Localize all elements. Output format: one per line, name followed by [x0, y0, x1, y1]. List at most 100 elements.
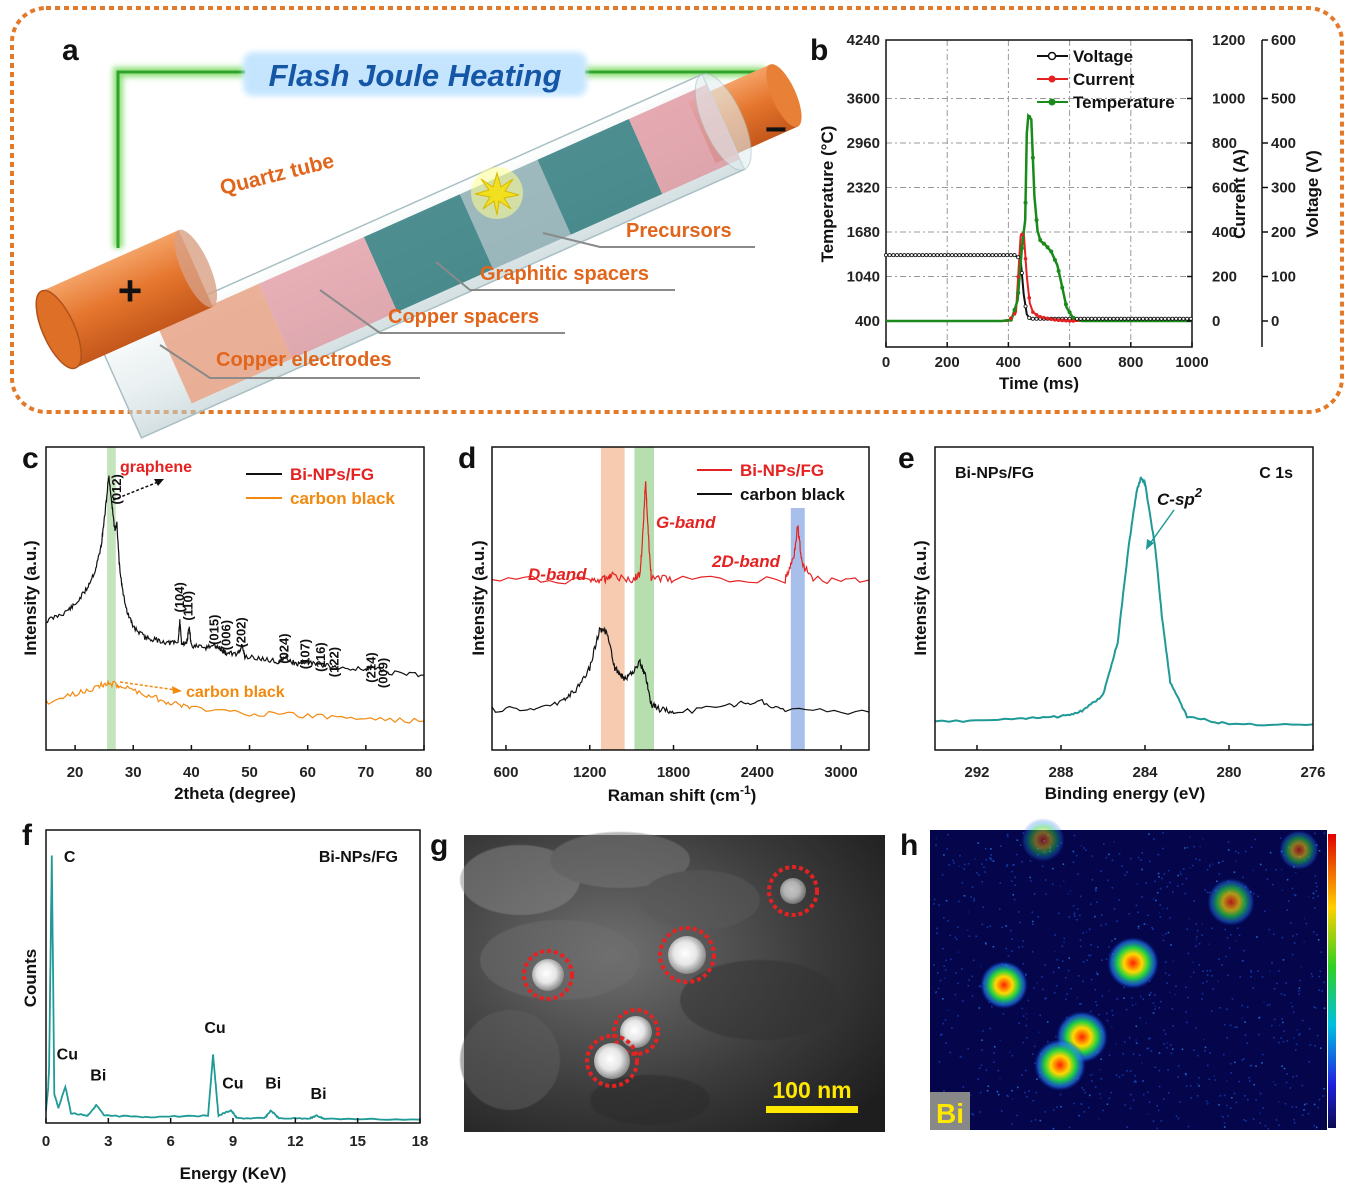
- noise-pixel: [1292, 1075, 1294, 1078]
- noise-pixel: [1162, 939, 1165, 942]
- noise-pixel: [1241, 1059, 1244, 1061]
- nanoparticle-group: [522, 865, 819, 1088]
- noise-pixel: [1289, 1087, 1292, 1089]
- noise-pixel: [1193, 900, 1195, 902]
- noise-pixel: [1034, 1119, 1037, 1121]
- noise-pixel: [1276, 982, 1278, 985]
- noise-pixel: [1134, 1074, 1136, 1077]
- panel-d-ticks: 600 1200 1800 2400 3000: [493, 745, 858, 781]
- noise-pixel: [1185, 1011, 1187, 1013]
- noise-pixel: [943, 1090, 945, 1092]
- noise-pixel: [1186, 846, 1188, 849]
- x-tick-label: 800: [1118, 354, 1143, 371]
- x-tick-label: 50: [241, 764, 258, 781]
- noise-pixel: [1224, 1126, 1226, 1128]
- noise-pixel: [1227, 849, 1230, 851]
- noise-pixel: [1252, 892, 1255, 895]
- noise-pixel: [1248, 1080, 1251, 1082]
- voltage-marker: [968, 253, 973, 258]
- noise-pixel: [1259, 1122, 1262, 1124]
- noise-pixel: [1073, 834, 1076, 837]
- noise-pixel: [1035, 1091, 1038, 1094]
- noise-pixel: [993, 1052, 995, 1054]
- voltage-marker: [972, 253, 977, 258]
- noise-pixel: [1161, 934, 1164, 936]
- eds-peak-label: Bi: [90, 1068, 106, 1085]
- noise-pixel: [958, 900, 960, 903]
- noise-pixel: [981, 881, 983, 883]
- noise-pixel: [1030, 1120, 1033, 1122]
- noise-pixel: [990, 859, 993, 861]
- noise-pixel: [1005, 947, 1008, 950]
- noise-pixel: [967, 984, 970, 987]
- noise-pixel: [993, 1061, 995, 1063]
- flash-joule-heating-title: Flash Joule Heating: [269, 58, 562, 93]
- noise-pixel: [1282, 1021, 1284, 1024]
- noise-pixel: [939, 1034, 942, 1036]
- noise-pixel: [1254, 838, 1256, 841]
- noise-pixel: [1073, 915, 1076, 917]
- noise-pixel: [933, 903, 935, 905]
- noise-pixel: [1245, 1120, 1247, 1122]
- x-tick-label: 40: [183, 764, 200, 781]
- noise-pixel: [949, 934, 952, 937]
- noise-pixel: [1082, 932, 1085, 934]
- noise-pixel: [1037, 916, 1040, 918]
- x-tick-label: 1000: [1175, 354, 1208, 371]
- y-tick-label-voltage: 100: [1271, 269, 1296, 286]
- y-tick-label-voltage: 200: [1271, 224, 1296, 241]
- noise-pixel: [1166, 885, 1169, 888]
- noise-pixel: [1070, 987, 1072, 990]
- panel-f-ylabel: Counts: [21, 949, 40, 1008]
- noise-pixel: [957, 1015, 959, 1017]
- noise-pixel: [1189, 867, 1191, 869]
- noise-pixel: [1096, 901, 1098, 903]
- noise-pixel: [1135, 1025, 1138, 1028]
- noise-pixel: [1292, 1011, 1295, 1014]
- noise-pixel: [979, 1091, 982, 1094]
- temperature-marker: [1027, 114, 1032, 119]
- panel-c-legend: Bi-NPs/FG carbon black: [246, 465, 395, 508]
- panel-b-series: [884, 112, 1193, 323]
- voltage-marker: [1104, 316, 1109, 321]
- noise-pixel: [1294, 1049, 1297, 1051]
- noise-pixel: [935, 844, 937, 846]
- noise-pixel: [1011, 1098, 1014, 1100]
- noise-pixel: [1147, 1047, 1150, 1050]
- noise-pixel: [1199, 845, 1202, 848]
- noise-pixel: [1223, 1023, 1226, 1026]
- noise-pixel: [1100, 1058, 1102, 1060]
- noise-pixel: [1163, 873, 1166, 875]
- noise-pixel: [1041, 976, 1043, 978]
- noise-pixel: [1025, 1024, 1028, 1027]
- noise-pixel: [1318, 1098, 1321, 1101]
- noise-pixel: [951, 1027, 953, 1029]
- copper-electrodes-label: Copper electrodes: [216, 349, 392, 371]
- noise-pixel: [1058, 966, 1060, 969]
- noise-pixel: [1180, 873, 1182, 875]
- noise-pixel: [1025, 973, 1027, 976]
- noise-pixel: [1278, 970, 1280, 972]
- noise-pixel: [1211, 975, 1213, 977]
- noise-pixel: [1230, 1072, 1233, 1074]
- voltage-marker: [1155, 316, 1160, 321]
- panel-c-ylabel: Intensity (a.u.): [21, 540, 40, 655]
- noise-pixel: [1091, 1080, 1093, 1082]
- noise-pixel: [1250, 971, 1253, 973]
- noise-pixel: [1201, 934, 1203, 936]
- noise-pixel: [981, 923, 984, 926]
- voltage-marker: [1122, 316, 1127, 321]
- noise-pixel: [1062, 863, 1065, 865]
- noise-pixel: [1076, 908, 1079, 910]
- noise-pixel: [1319, 1047, 1322, 1049]
- noise-pixel: [1168, 974, 1170, 977]
- panel-a: a Flash Joule Heating: [10, 6, 1344, 439]
- noise-pixel: [1159, 1000, 1162, 1003]
- noise-pixel: [942, 947, 944, 950]
- noise-pixel: [1169, 881, 1171, 884]
- noise-pixel: [1036, 1078, 1038, 1080]
- peak-label: (024): [276, 633, 291, 663]
- voltage-marker: [898, 253, 903, 258]
- voltage-marker: [961, 253, 966, 258]
- noise-pixel: [1116, 998, 1118, 1000]
